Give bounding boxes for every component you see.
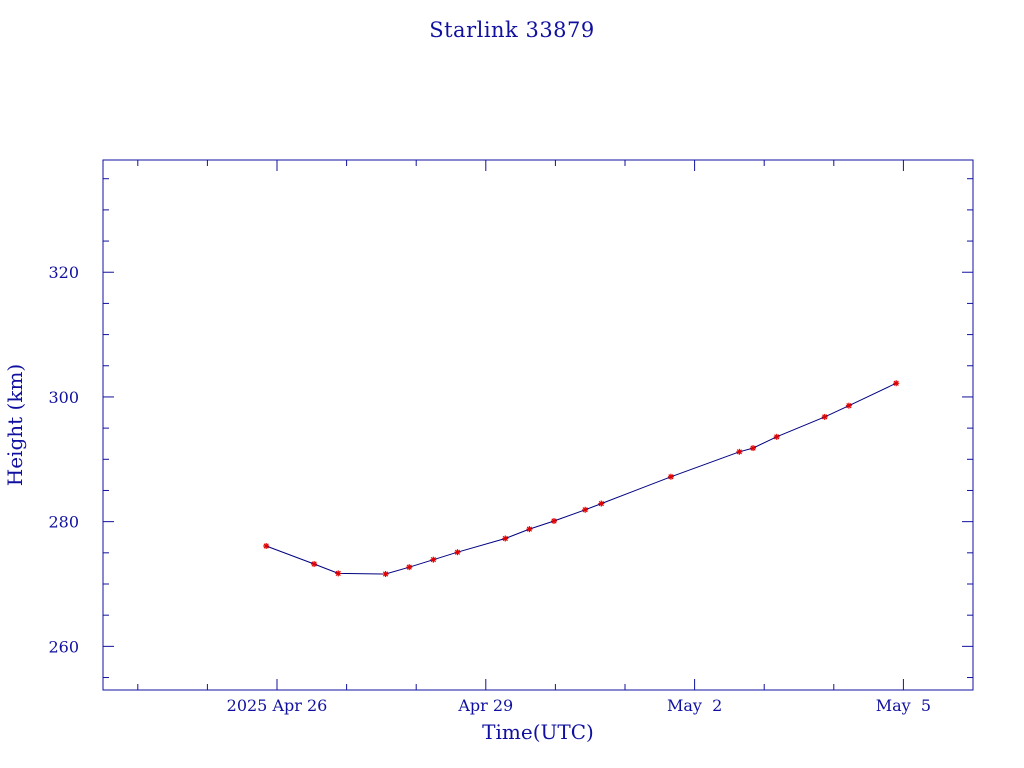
data-point <box>430 556 437 563</box>
plot-frame <box>102 159 974 691</box>
x-axis-label: Time(UTC) <box>482 720 594 744</box>
data-point <box>750 445 757 452</box>
data-point <box>582 506 589 513</box>
data-point <box>335 570 342 577</box>
data-point <box>382 571 389 578</box>
marker-stroke <box>335 570 341 577</box>
y-tick-label: 280 <box>48 513 79 532</box>
x-tick-label: May 2 <box>667 696 722 715</box>
data-series <box>263 380 900 578</box>
marker-stroke <box>526 526 533 532</box>
data-point <box>502 535 509 542</box>
marker-stroke <box>430 557 436 563</box>
series-line <box>266 382 897 575</box>
marker-stroke <box>582 507 588 513</box>
marker-stroke <box>311 561 317 567</box>
data-point <box>598 500 605 507</box>
x-tick-label: Apr 29 <box>457 696 513 715</box>
marker-stroke <box>846 403 852 409</box>
y-tick-label: 260 <box>48 637 79 656</box>
data-point <box>845 402 852 409</box>
data-point <box>406 564 413 571</box>
y-axis-ticks: 260 280 300 320 <box>48 178 973 679</box>
marker-stroke <box>774 434 780 440</box>
marker-stroke <box>406 564 412 570</box>
data-point <box>736 448 743 455</box>
marker-stroke <box>822 414 828 420</box>
data-point <box>454 549 461 556</box>
marker-stroke <box>502 535 508 542</box>
data-point <box>667 473 674 480</box>
data-point <box>893 380 900 387</box>
x-axis-ticks: 2025 Apr 26 Apr 29 May 2 May 5 <box>137 160 974 715</box>
y-axis-label: Height (km) <box>3 364 27 486</box>
x-tick-label: 2025 Apr 26 <box>227 696 328 715</box>
marker-stroke <box>454 549 461 555</box>
data-point <box>773 433 780 440</box>
chart-title: Starlink 33879 <box>429 18 595 42</box>
marker-stroke <box>893 380 899 386</box>
y-tick-label: 320 <box>48 263 79 282</box>
marker-stroke <box>382 571 389 577</box>
data-point <box>263 542 270 549</box>
marker-stroke <box>551 518 557 524</box>
x-tick-label: May 5 <box>876 696 931 715</box>
data-point <box>550 518 557 525</box>
marker-stroke <box>668 474 674 480</box>
marker-stroke <box>750 445 756 451</box>
y-tick-label: 300 <box>48 388 79 407</box>
marker-stroke <box>736 449 742 455</box>
marker-stroke <box>598 500 604 507</box>
marker-stroke <box>263 543 269 549</box>
data-point <box>526 526 533 533</box>
data-point <box>821 413 828 420</box>
data-point <box>311 561 318 568</box>
